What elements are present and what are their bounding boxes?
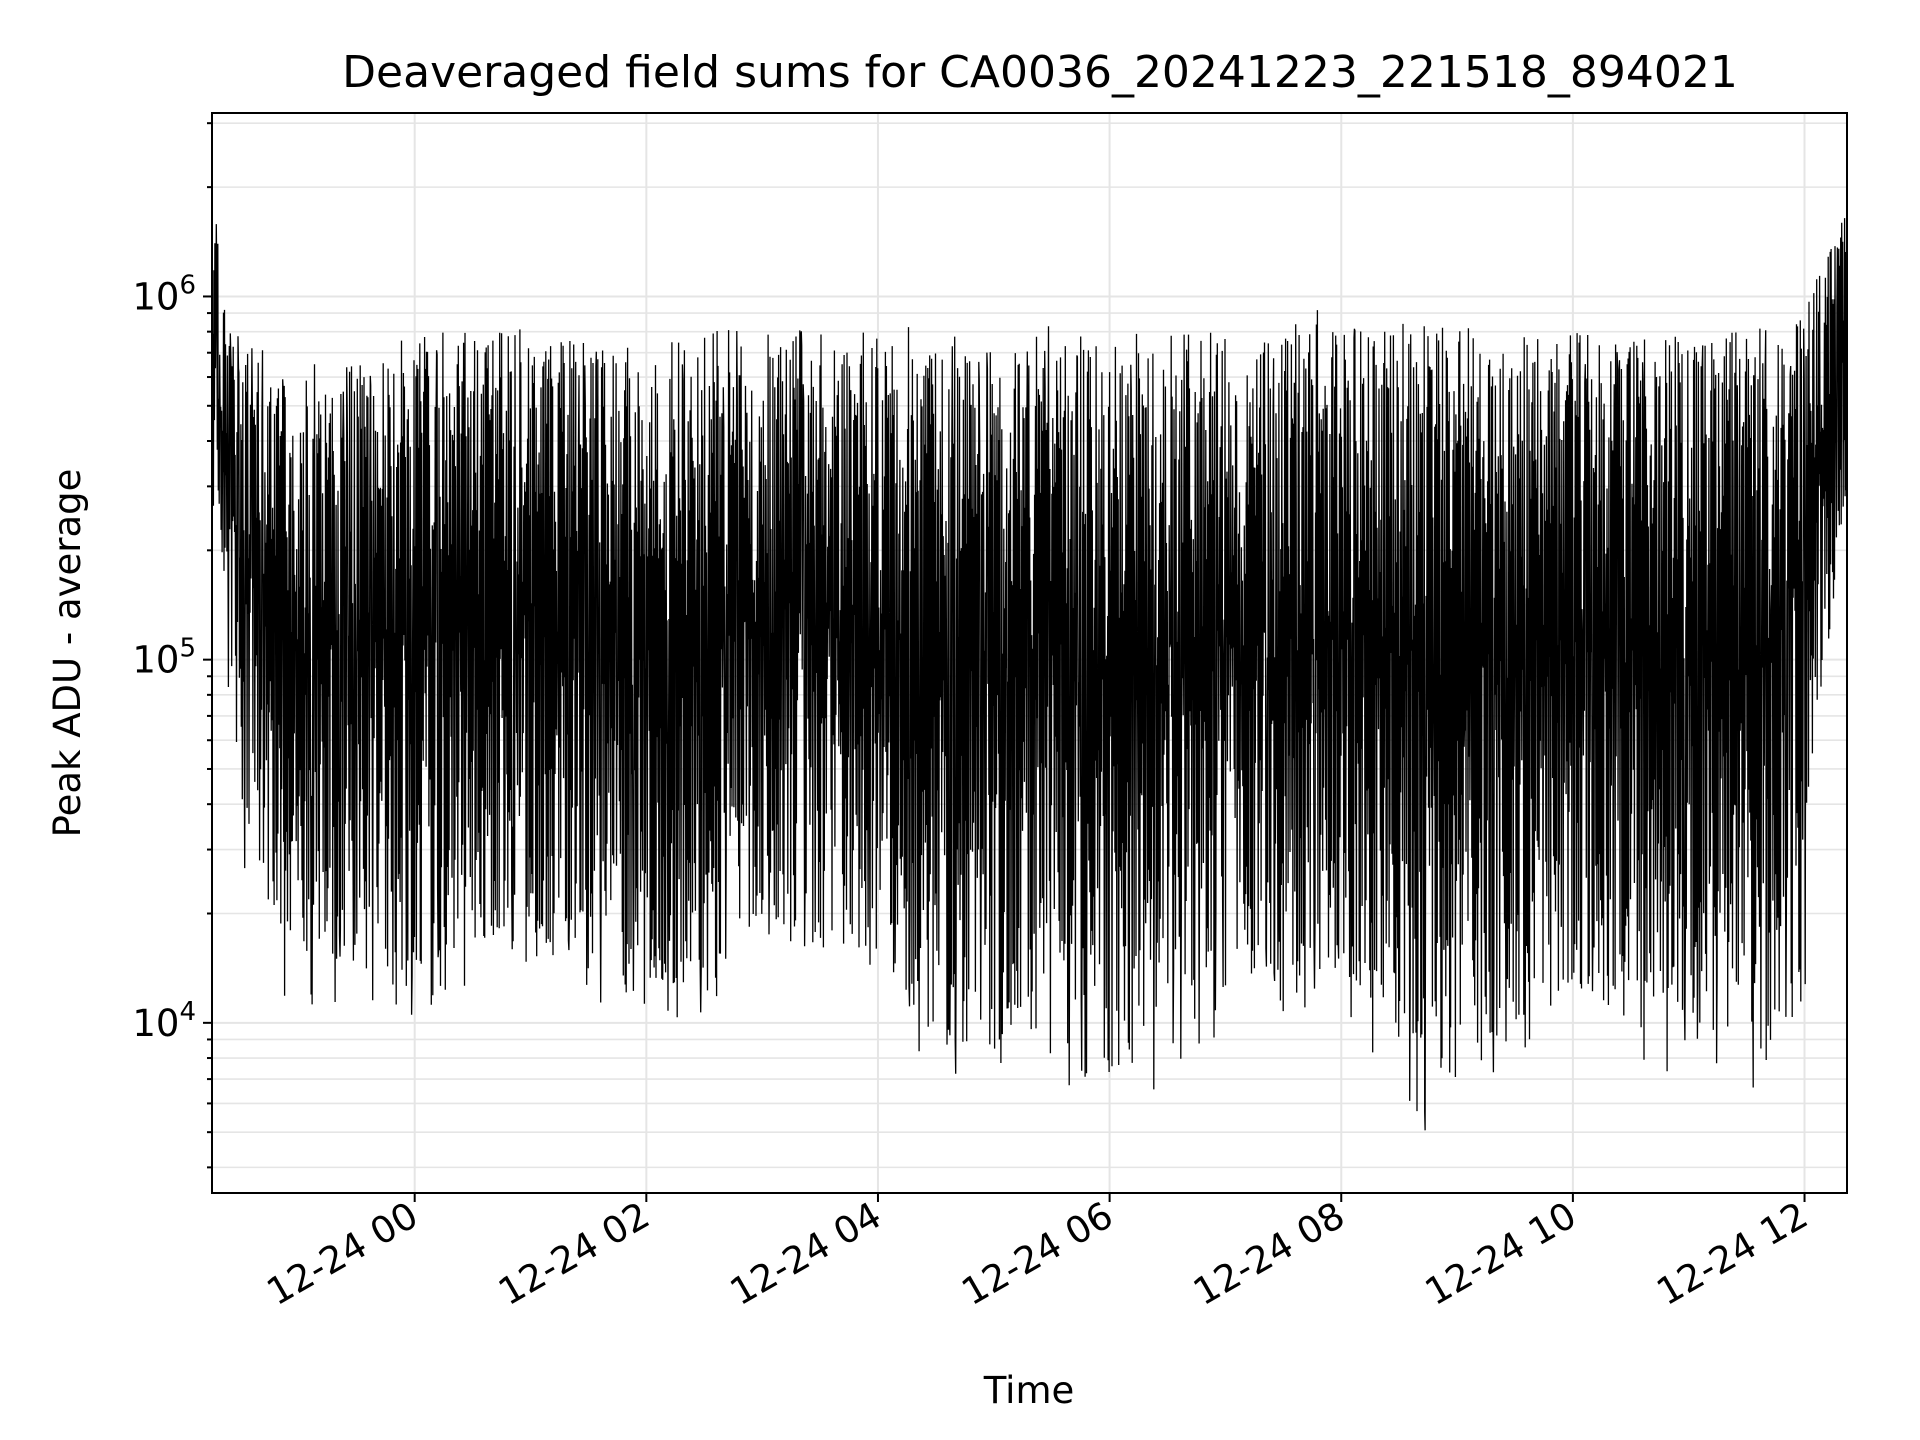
chart-title: Deaveraged field sums for CA0036_2024122… bbox=[342, 47, 1738, 98]
y-axis-label: Peak ADU - average bbox=[46, 469, 89, 838]
series-line bbox=[211, 218, 1848, 1131]
plot-frame bbox=[211, 112, 1848, 1194]
y-tick-label: 106 bbox=[132, 270, 196, 318]
y-tick-label: 104 bbox=[132, 997, 196, 1045]
series-path bbox=[211, 218, 1848, 1131]
x-axis-label: Time bbox=[983, 1369, 1075, 1412]
y-tick-label: 105 bbox=[132, 634, 196, 682]
